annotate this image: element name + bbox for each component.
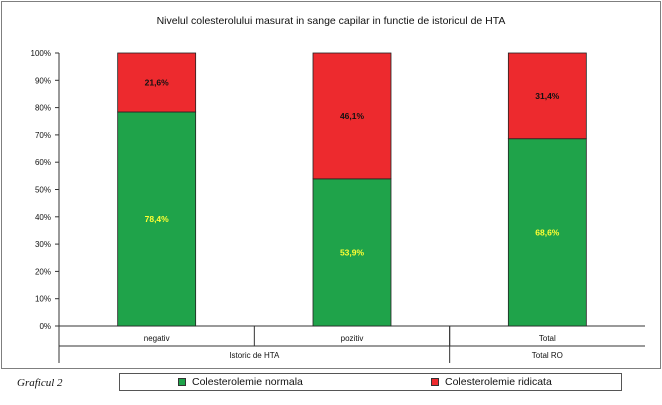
data-label: 53,9%	[340, 247, 365, 257]
y-tick-label: 90%	[35, 76, 51, 85]
legend-item-ridicata: Colesterolemie ridicata	[431, 376, 552, 388]
data-label: 78,4%	[145, 214, 170, 224]
data-label: 68,6%	[535, 227, 560, 237]
bar-segment	[117, 52, 197, 113]
y-tick-label: 100%	[31, 49, 51, 58]
data-label: 31,4%	[535, 91, 560, 101]
legend-label-normala: Colesterolemie normala	[192, 376, 303, 388]
legend-swatch-ridicata	[431, 378, 439, 386]
y-tick-label: 40%	[35, 213, 51, 222]
y-tick-label: 20%	[35, 267, 51, 276]
bar-segment	[312, 178, 392, 327]
x-group-label: Total RO	[532, 351, 563, 360]
y-tick-label: 70%	[35, 131, 51, 140]
x-group-label: Istoric de HTA	[229, 351, 280, 360]
chart-legend: Colesterolemie normala Colesterolemie ri…	[119, 373, 622, 391]
x-category-label: negativ	[144, 334, 170, 343]
chart-title: Nivelul colesterolului masurat in sange …	[156, 15, 506, 27]
x-category-label: pozitiv	[341, 334, 364, 343]
legend-swatch-normala	[178, 378, 186, 386]
y-tick-label: 80%	[35, 104, 51, 113]
figure-caption: Graficul 2	[17, 377, 63, 389]
bar-segment	[507, 138, 587, 327]
data-label: 46,1%	[340, 111, 365, 121]
bar-segment	[312, 52, 392, 180]
y-tick-label: 10%	[35, 295, 51, 304]
data-label: 21,6%	[145, 77, 170, 87]
y-tick-label: 60%	[35, 158, 51, 167]
y-tick-label: 50%	[35, 186, 51, 195]
chart-plot: 0% 10% 20% 30% 40% 50% 60% 70% 80% 90% 100% negativ…	[31, 49, 645, 363]
legend-item-normala: Colesterolemie normala	[178, 376, 303, 388]
legend-label-ridicata: Colesterolemie ridicata	[445, 376, 552, 388]
bar-segment	[507, 52, 587, 140]
y-tick-label: 0%	[39, 322, 51, 331]
x-category-label: Total	[539, 334, 556, 343]
bar-segment	[117, 111, 197, 327]
y-tick-label: 30%	[35, 240, 51, 249]
